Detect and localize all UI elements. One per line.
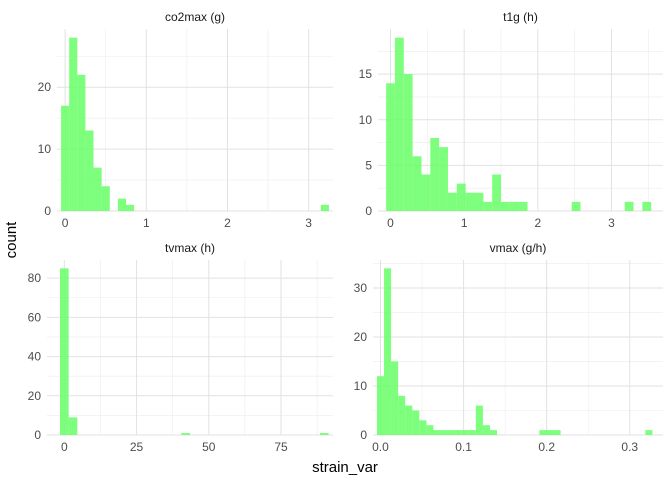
panel-4-y-tick-label: 10	[354, 379, 368, 393]
panel-2-histogram-bar	[394, 37, 404, 211]
panel-4-histogram-bar	[645, 430, 653, 435]
panel-4-histogram-bar	[461, 430, 469, 435]
figure-y-axis-label: count	[3, 221, 20, 259]
panel-1-histogram-bar	[320, 204, 329, 211]
panel-3-facet-title: tvmax (h)	[165, 241, 215, 255]
panel-3-y-tick-label: 80	[28, 271, 42, 285]
panel-4-y-tick-label: 30	[354, 281, 368, 295]
panel-1-histogram-bar	[101, 186, 110, 211]
panel-4-histogram-bar	[398, 395, 406, 435]
panel-4-histogram-bar	[539, 430, 547, 435]
panel-2-histogram-bar	[439, 147, 448, 211]
panel-2-y-tick-label: 5	[365, 158, 372, 172]
panel-2-histogram-bar	[483, 201, 493, 211]
panel-2-histogram-bar	[412, 156, 422, 211]
panel-4-histogram-bar	[384, 268, 392, 435]
panel-4-facet-title: vmax (g/h)	[490, 241, 547, 255]
panel-2-histogram-bar	[642, 201, 652, 211]
panel-4-x-tick-label: 0.1	[455, 440, 472, 454]
panel-2-histogram-bar	[624, 201, 634, 211]
panel-2-x-tick-label: 1	[461, 216, 468, 230]
panel-4-histogram-bar	[440, 430, 448, 435]
panel-3-x-tick-label: 25	[130, 440, 144, 454]
panel-2-histogram-bar	[430, 138, 440, 211]
panel-1-histogram-bar	[77, 74, 86, 211]
panel-3-y-tick-label: 40	[28, 350, 42, 364]
panel-4-histogram-bar	[489, 430, 498, 435]
panel-4-histogram-bar	[391, 361, 399, 435]
panel-2-histogram-bar	[403, 74, 413, 211]
panel-2-histogram-bar	[421, 174, 431, 211]
panel-2-y-tick-label: 15	[359, 67, 373, 81]
panel-4-histogram-bar	[482, 425, 490, 435]
panel-3-histogram-bar	[181, 433, 190, 435]
panel-4-histogram-bar	[475, 405, 483, 435]
panel-1-x-tick-label: 3	[305, 216, 312, 230]
panel-4-y-tick-label: 20	[354, 330, 368, 344]
panel-1-y-tick-label: 0	[44, 204, 51, 218]
panel-2-histogram-bar	[447, 192, 457, 211]
panel-1-histogram-bar	[117, 198, 126, 211]
panel-1-y-tick-label: 10	[38, 142, 52, 156]
panel-4-y-tick-label: 0	[360, 428, 367, 442]
panel-4-histogram-bar	[426, 425, 434, 435]
figure-x-axis-label: strain_var	[312, 459, 378, 476]
panel-3-y-tick-label: 60	[28, 310, 42, 324]
panel-4-histogram-bar	[376, 376, 385, 435]
panel-2-histogram-bar	[509, 201, 519, 211]
panel-3-histogram-bar	[68, 417, 78, 435]
panel-2-histogram-bar	[456, 183, 466, 211]
panel-2-histogram-bar	[386, 83, 395, 211]
panel-3-histogram-bar	[60, 268, 69, 435]
panel-1-histogram-bar	[85, 130, 94, 211]
panel-2-histogram-bar	[474, 192, 484, 211]
panel-1-y-tick-label: 20	[38, 80, 52, 94]
panel-2-x-tick-label: 2	[534, 216, 541, 230]
panel-2-x-tick-label: 3	[608, 216, 615, 230]
panel-1-histogram-bar	[126, 204, 135, 211]
panel-1-x-tick-label: 2	[224, 216, 231, 230]
panel-4-x-tick-label: 0.3	[621, 440, 638, 454]
panel-1-x-tick-label: 1	[143, 216, 150, 230]
panel-4-histogram-bar	[468, 430, 476, 435]
panel-4-histogram-bar	[447, 430, 455, 435]
panel-2-y-tick-label: 10	[359, 113, 373, 127]
panel-3-x-tick-label: 0	[61, 440, 68, 454]
panel-1-histogram-bar	[69, 37, 78, 211]
panel-1-histogram-bar	[93, 167, 102, 211]
panel-2-histogram-bar	[492, 174, 501, 211]
panel-2-x-tick-label: 0	[387, 216, 394, 230]
panel-4-histogram-bar	[454, 430, 462, 435]
panel-3-histogram-bar	[320, 433, 329, 435]
panel-1-histogram-bar	[61, 105, 70, 211]
panel-2-y-tick-label: 0	[365, 204, 372, 218]
panel-3-x-tick-label: 75	[274, 440, 288, 454]
panel-3-y-tick-label: 0	[34, 428, 41, 442]
panel-4-histogram-bar	[553, 430, 561, 435]
panel-1-x-tick-label: 0	[62, 216, 69, 230]
panel-3-y-tick-label: 20	[28, 389, 42, 403]
panel-4-histogram-bar	[412, 410, 420, 435]
panel-4-histogram-bar	[419, 420, 427, 435]
panel-2-facet-title: t1g (h)	[503, 10, 538, 24]
panel-3-x-tick-label: 50	[202, 440, 216, 454]
panel-4-histogram-bar	[546, 430, 554, 435]
panel-1-facet-title: co2max (g)	[165, 10, 225, 24]
panel-2-histogram-bar	[465, 192, 475, 211]
panel-4-x-tick-label: 0.0	[372, 440, 389, 454]
panel-2-histogram-bar	[571, 201, 581, 211]
panel-2-histogram-bar	[500, 201, 510, 211]
panel-4-histogram-bar	[433, 430, 441, 435]
panel-2-histogram-bar	[518, 201, 528, 211]
panel-4-x-tick-label: 0.2	[538, 440, 555, 454]
panel-4-histogram-bar	[405, 405, 413, 435]
